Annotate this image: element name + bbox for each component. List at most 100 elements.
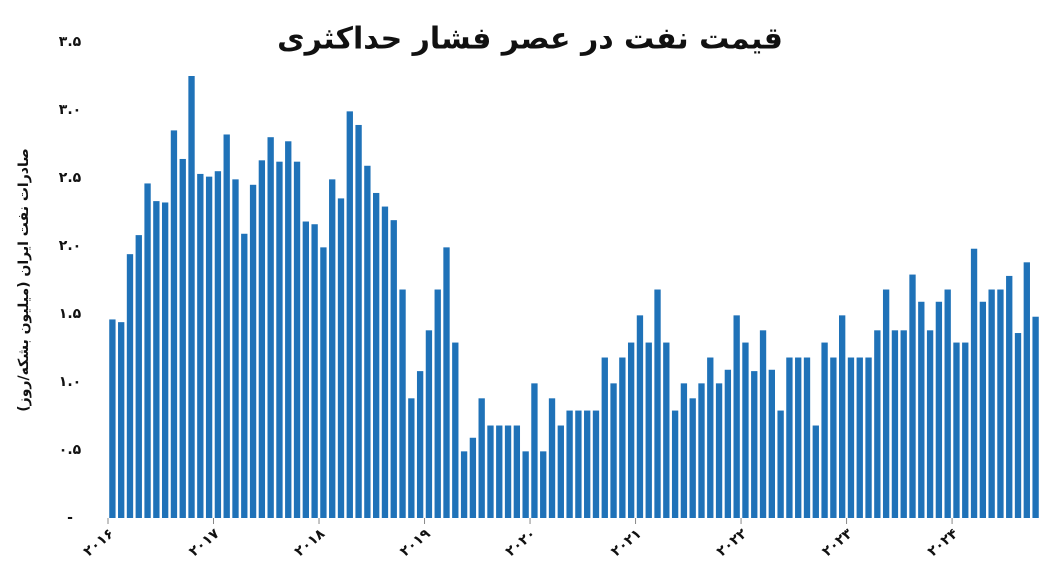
bar [645,342,652,518]
bar [680,383,688,518]
bar [346,111,353,519]
bar [768,369,775,518]
bar [909,274,916,518]
bar [355,124,362,519]
bar [161,202,169,519]
bar [821,342,828,518]
bar [434,289,441,518]
bar [803,357,811,518]
bar [707,357,714,518]
bar [188,76,195,518]
bar [540,451,547,518]
bar [223,134,230,519]
bar [698,383,705,518]
x-tick-label: ۲۰۱۷ [186,526,223,561]
bar [267,137,274,518]
bar [891,330,899,518]
bar [329,179,336,519]
bar [874,330,881,518]
y-tick-label: - [67,510,73,526]
bar [953,342,960,518]
bar [285,141,292,518]
bar [601,357,608,518]
bar [443,247,450,519]
x-tick-label: ۲۰۲۱ [608,526,644,560]
bar [460,451,468,518]
bar [416,371,424,518]
bar [548,398,556,518]
bar [258,160,266,518]
bar [276,161,283,518]
bar [381,206,389,518]
bar [759,330,767,518]
bar [882,289,890,518]
bar [584,410,591,518]
bar [249,184,257,519]
bar [390,220,397,518]
bar [170,130,178,518]
bar [575,410,582,518]
bar [214,171,222,518]
bar [671,410,679,518]
bar [109,319,116,518]
bar [1023,262,1030,518]
bar [126,254,134,518]
bar [513,425,521,518]
x-tick-label: ۲۰۲۰ [503,526,539,560]
bar [786,357,793,518]
bar [865,357,872,518]
bar [610,383,617,518]
bar [522,451,529,518]
bar [619,357,626,518]
bar [742,342,749,518]
chart-title: قیمت نفت در عصر فشار حداکثری [277,22,783,57]
y-tick-label: ۲.۵ [59,170,82,186]
bar [373,192,380,518]
x-tick-label: ۲۰۲۴ [925,526,962,561]
bar [144,183,151,518]
x-tick-label: ۲۰۱۹ [397,526,434,561]
bar [663,342,670,518]
bar [962,342,969,518]
y-tick-label: ۲.۰ [59,238,81,254]
y-tick-label: ۱.۰ [59,374,81,390]
bar [197,173,204,519]
bar [900,330,907,518]
bar [812,425,819,518]
bar [795,357,802,518]
y-tick-label: ۰.۵ [59,442,82,458]
bar [944,289,951,518]
bar [830,357,837,518]
bar [751,371,758,518]
bar [364,165,371,518]
bar [654,289,661,518]
x-tick-label: ۲۰۱۸ [292,526,329,561]
bar [118,322,125,518]
bar [496,425,503,518]
bar [241,233,248,518]
bar [205,176,213,518]
x-tick-label: ۲۰۲۲ [714,526,751,561]
bar [408,398,415,518]
y-tick-label: ۳.۵ [59,34,82,50]
bar [425,330,433,518]
bar [777,410,784,518]
x-tick-label: ۲۰۱۶ [81,526,117,560]
bar [926,330,934,518]
bar [504,425,512,518]
bar [478,398,485,518]
bar [724,369,732,518]
bar [452,342,459,518]
bar [337,198,345,518]
bar [689,398,696,518]
bar [918,301,925,518]
bar [135,235,142,518]
bar [487,425,494,518]
bar [935,301,943,518]
bar [566,410,573,518]
bar [979,301,987,518]
bar [636,315,644,518]
bar [592,410,600,518]
bar [302,221,309,518]
